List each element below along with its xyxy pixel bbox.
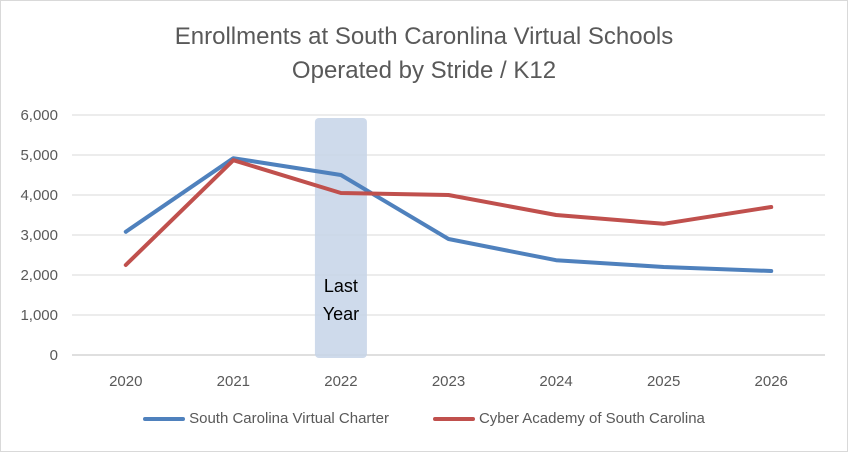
y-tick-label: 6,000 <box>20 107 58 124</box>
x-tick-label: 2023 <box>432 373 465 390</box>
y-tick-label: 2,000 <box>20 267 58 284</box>
annotation-label-line2: Year <box>323 304 359 324</box>
chart-subtitle: Operated by Stride / K12 <box>291 57 557 84</box>
legend-label-series-2: Cyber Academy of South Carolina <box>478 410 705 427</box>
x-tick-label: 2020 <box>109 373 142 390</box>
legend-swatch-series-2 <box>432 416 475 421</box>
annotation-band: Last Year <box>314 118 367 358</box>
legend-label-series-1: South Carolina Virtual Charter <box>189 410 389 427</box>
y-tick-label: 4,000 <box>20 187 58 204</box>
y-tick-label: 0 <box>50 347 58 364</box>
x-tick-label: 2026 <box>755 373 788 390</box>
legend-item-series-2: Cyber Academy of South Carolina <box>432 410 705 427</box>
annotation-label-line1: Last <box>324 276 358 296</box>
chart-title: Enrollments at South Caronlina Virtual S… <box>174 23 674 50</box>
x-tick-label: 2024 <box>539 373 572 390</box>
y-axis: 0 1,000 2,000 3,000 4,000 5,000 6,000 <box>20 107 58 364</box>
gridlines <box>72 114 825 356</box>
x-tick-label: 2021 <box>217 373 250 390</box>
last-year-band <box>314 118 367 358</box>
legend-item-series-1: South Carolina Virtual Charter <box>143 410 389 427</box>
legend: South Carolina Virtual Charter Cyber Aca… <box>0 410 848 427</box>
x-axis: 2020 2021 2022 2023 2024 2025 2026 <box>109 373 788 390</box>
y-tick-label: 3,000 <box>20 227 58 244</box>
y-tick-label: 5,000 <box>20 147 58 164</box>
chart-title-block: Enrollments at South Caronlina Virtual S… <box>0 20 848 88</box>
y-tick-label: 1,000 <box>20 307 58 324</box>
series-line-2 <box>123 158 774 267</box>
series-lines <box>123 156 774 273</box>
legend-swatch-series-1 <box>143 416 186 421</box>
series-line-1 <box>123 156 774 273</box>
x-tick-label: 2025 <box>647 373 680 390</box>
x-tick-label: 2022 <box>324 373 357 390</box>
